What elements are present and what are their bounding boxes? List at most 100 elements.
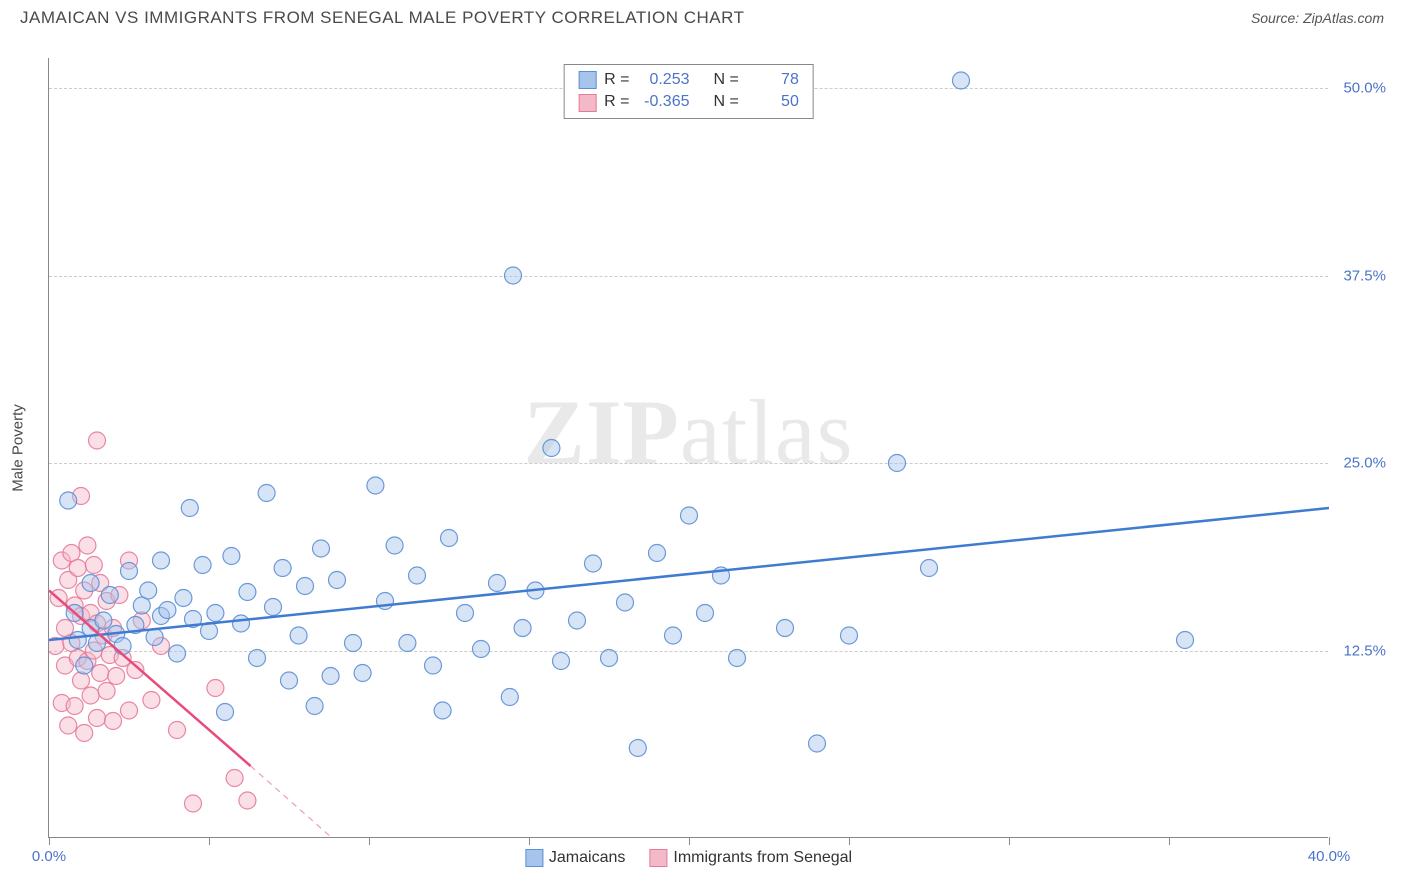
data-point-jamaicans (297, 578, 314, 595)
data-point-jamaicans (169, 645, 186, 662)
data-point-jamaicans (258, 485, 275, 502)
data-point-jamaicans (322, 668, 339, 685)
scatter-svg (49, 58, 1329, 838)
data-point-jamaicans (207, 605, 224, 622)
data-point-jamaicans (114, 638, 131, 655)
data-point-senegal (239, 792, 256, 809)
data-point-jamaicans (345, 635, 362, 652)
trend-extension-senegal (251, 766, 333, 838)
data-point-senegal (105, 713, 122, 730)
data-point-jamaicans (265, 599, 282, 616)
trend-line-jamaicans (49, 508, 1329, 640)
data-point-jamaicans (457, 605, 474, 622)
data-point-jamaicans (505, 267, 522, 284)
data-point-jamaicans (69, 632, 86, 649)
data-point-jamaicans (313, 540, 330, 557)
data-point-jamaicans (841, 627, 858, 644)
data-point-jamaicans (329, 572, 346, 589)
data-point-jamaicans (501, 689, 518, 706)
data-point-jamaicans (543, 440, 560, 457)
data-point-jamaicans (249, 650, 266, 667)
data-point-jamaicans (601, 650, 618, 667)
y-tick-label: 50.0% (1343, 80, 1386, 97)
swatch-jamaicans-bottom (525, 849, 543, 867)
data-point-senegal (66, 698, 83, 715)
source-attribution: Source: ZipAtlas.com (1251, 10, 1384, 26)
data-point-jamaicans (585, 555, 602, 572)
y-axis-title: Male Poverty (10, 404, 27, 492)
x-tick (849, 837, 850, 845)
data-point-jamaicans (1177, 632, 1194, 649)
data-point-jamaicans (489, 575, 506, 592)
data-point-jamaicans (233, 615, 250, 632)
data-point-senegal (143, 692, 160, 709)
data-point-jamaicans (223, 548, 240, 565)
data-point-jamaicans (473, 641, 490, 658)
x-tick (209, 837, 210, 845)
data-point-jamaicans (101, 587, 118, 604)
data-point-senegal (60, 717, 77, 734)
r-label-1: R = (604, 91, 629, 113)
data-point-jamaicans (95, 612, 112, 629)
data-point-jamaicans (217, 704, 234, 721)
data-point-senegal (76, 725, 93, 742)
n-label-1: N = (714, 91, 739, 113)
x-tick (1329, 837, 1330, 845)
data-point-jamaicans (681, 507, 698, 524)
legend-row-jamaicans: R = 0.253 N = 78 (578, 69, 799, 91)
data-point-jamaicans (181, 500, 198, 517)
data-point-jamaicans (239, 584, 256, 601)
data-point-senegal (108, 668, 125, 685)
data-point-jamaicans (809, 735, 826, 752)
data-point-jamaicans (194, 557, 211, 574)
y-tick-label: 37.5% (1343, 267, 1386, 284)
data-point-jamaicans (399, 635, 416, 652)
data-point-jamaicans (175, 590, 192, 607)
data-point-jamaicans (76, 657, 93, 674)
data-point-jamaicans (953, 72, 970, 89)
data-point-jamaicans (697, 605, 714, 622)
x-tick (1169, 837, 1170, 845)
legend-label-senegal: Immigrants from Senegal (673, 849, 852, 867)
data-point-senegal (89, 710, 106, 727)
data-point-jamaicans (367, 477, 384, 494)
data-point-senegal (69, 560, 86, 577)
legend-row-senegal: R = -0.365 N = 50 (578, 91, 799, 113)
data-point-jamaicans (665, 627, 682, 644)
data-point-jamaicans (649, 545, 666, 562)
data-point-jamaicans (274, 560, 291, 577)
data-point-jamaicans (729, 650, 746, 667)
data-point-jamaicans (140, 582, 157, 599)
data-point-jamaicans (553, 653, 570, 670)
data-point-senegal (89, 432, 106, 449)
r-value-1: -0.365 (638, 91, 690, 113)
data-point-jamaicans (514, 620, 531, 637)
swatch-senegal (578, 94, 596, 112)
data-point-jamaicans (60, 492, 77, 509)
data-point-jamaicans (629, 740, 646, 757)
data-point-jamaicans (290, 627, 307, 644)
legend-label-jamaicans: Jamaicans (549, 849, 625, 867)
x-tick-label: 0.0% (32, 848, 66, 865)
data-point-senegal (185, 795, 202, 812)
data-point-jamaicans (306, 698, 323, 715)
plot-area: ZIPatlas R = 0.253 N = 78 R = -0.365 N =… (48, 58, 1328, 838)
data-point-senegal (79, 537, 96, 554)
data-point-senegal (85, 557, 102, 574)
chart-title: JAMAICAN VS IMMIGRANTS FROM SENEGAL MALE… (20, 8, 744, 28)
data-point-jamaicans (281, 672, 298, 689)
data-point-senegal (92, 665, 109, 682)
x-tick (529, 837, 530, 845)
data-point-jamaicans (121, 563, 138, 580)
r-label-0: R = (604, 69, 629, 91)
x-tick (49, 837, 50, 845)
data-point-jamaicans (354, 665, 371, 682)
x-tick-label: 40.0% (1308, 848, 1351, 865)
data-point-jamaicans (409, 567, 426, 584)
data-point-senegal (98, 683, 115, 700)
data-point-jamaicans (441, 530, 458, 547)
data-point-jamaicans (82, 575, 99, 592)
y-tick-label: 12.5% (1343, 642, 1386, 659)
chart-container: Male Poverty ZIPatlas R = 0.253 N = 78 R… (48, 58, 1328, 838)
data-point-senegal (73, 672, 90, 689)
